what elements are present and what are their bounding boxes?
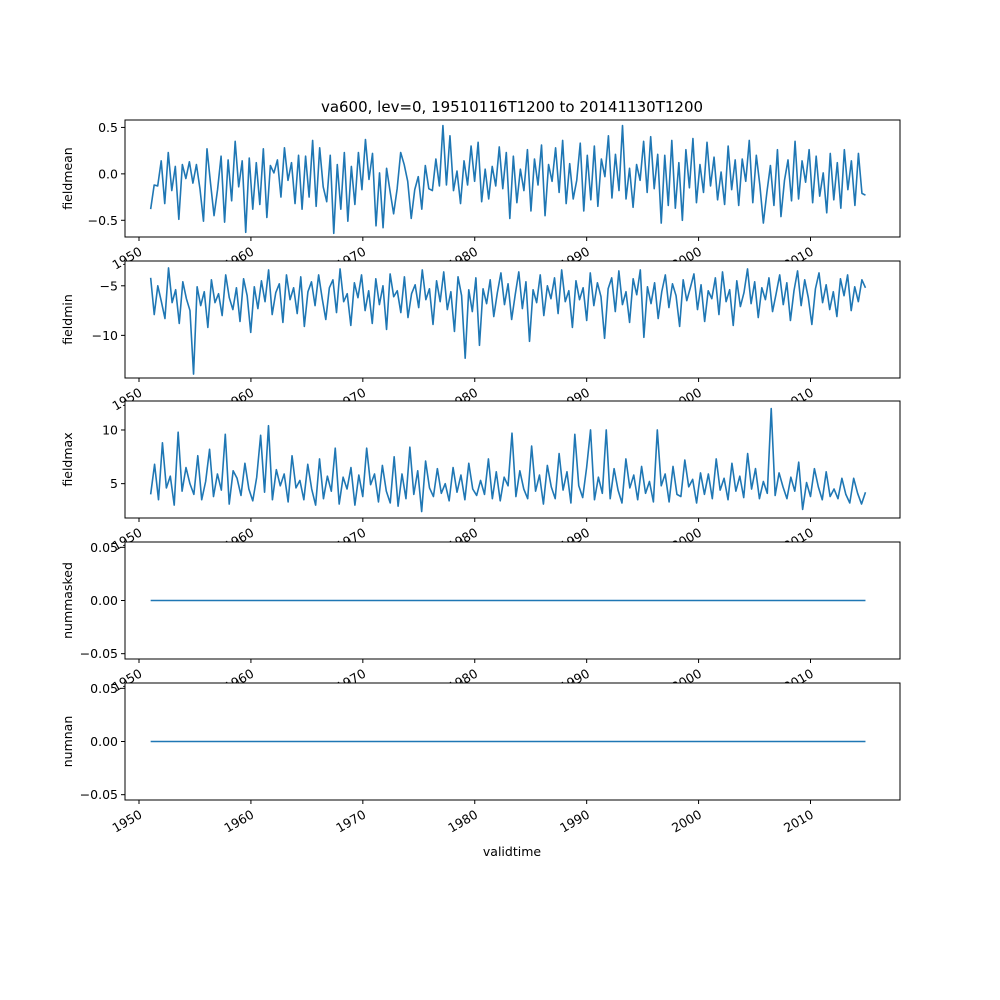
y-tick-label-nummasked-0: 0.05 xyxy=(90,540,118,555)
series-line-fieldmax xyxy=(149,407,867,513)
series-line-fieldmin xyxy=(149,267,867,375)
axes-frame-fieldmin xyxy=(124,260,901,379)
y-axis-label-fieldmax: fieldmax xyxy=(60,432,75,486)
y-tick-label-fieldmean-2: −0.5 xyxy=(88,213,118,228)
y-tick-label-nummasked-2: −0.05 xyxy=(80,646,118,661)
x-tick-label-numnan-3: 1980 xyxy=(445,807,480,836)
x-tick-label-numnan-6: 2010 xyxy=(781,807,816,836)
y-tick-label-numnan-0: 0.05 xyxy=(90,681,118,696)
y-axis-label-nummasked: nummasked xyxy=(60,562,75,639)
subplot-numnan: 0.05 0.00 −0.05 numnan 1950 1960 1970 1980 1990 2… xyxy=(60,681,901,836)
y-tick-label-fieldmin-0: −5 xyxy=(100,278,118,293)
axes-frame-fieldmean xyxy=(124,119,901,238)
subplots: 0.5 0.0 −0.5 fieldmean 1950 1960 1970 1980 1990 2… xyxy=(60,119,901,836)
x-axis-label: validtime xyxy=(483,844,541,859)
series-line-fieldmean xyxy=(149,124,866,235)
y-axis-label-fieldmin: fieldmin xyxy=(60,294,75,345)
y-tick-label-numnan-1: 0.00 xyxy=(90,734,118,749)
axes-background-fieldmin xyxy=(125,261,900,378)
y-tick-label-fieldmin-1: −10 xyxy=(92,328,118,343)
y-tick-label-fieldmax-0: 10 xyxy=(102,422,118,437)
y-tick-label-numnan-2: −0.05 xyxy=(80,787,118,802)
x-tick-label-numnan-5: 2000 xyxy=(669,807,704,836)
y-tick-label-fieldmean-1: 0.0 xyxy=(98,166,118,181)
axes-background-fieldmax xyxy=(125,401,900,518)
x-tick-label-numnan-0: 1950 xyxy=(109,807,144,836)
chart-title: va600, lev=0, 19510116T1200 to 20141130T… xyxy=(321,98,703,116)
y-tick-label-fieldmean-0: 0.5 xyxy=(98,120,118,135)
x-tick-label-numnan-4: 1990 xyxy=(557,807,592,836)
y-axis-label-fieldmean: fieldmean xyxy=(60,147,75,209)
axes-frame-fieldmax xyxy=(124,400,901,519)
x-tick-label-numnan-2: 1970 xyxy=(333,807,368,836)
y-tick-label-fieldmax-1: 5 xyxy=(110,476,118,491)
y-tick-label-nummasked-1: 0.00 xyxy=(90,593,118,608)
x-tick-label-numnan-1: 1960 xyxy=(221,807,256,836)
y-axis-label-numnan: numnan xyxy=(60,716,75,768)
